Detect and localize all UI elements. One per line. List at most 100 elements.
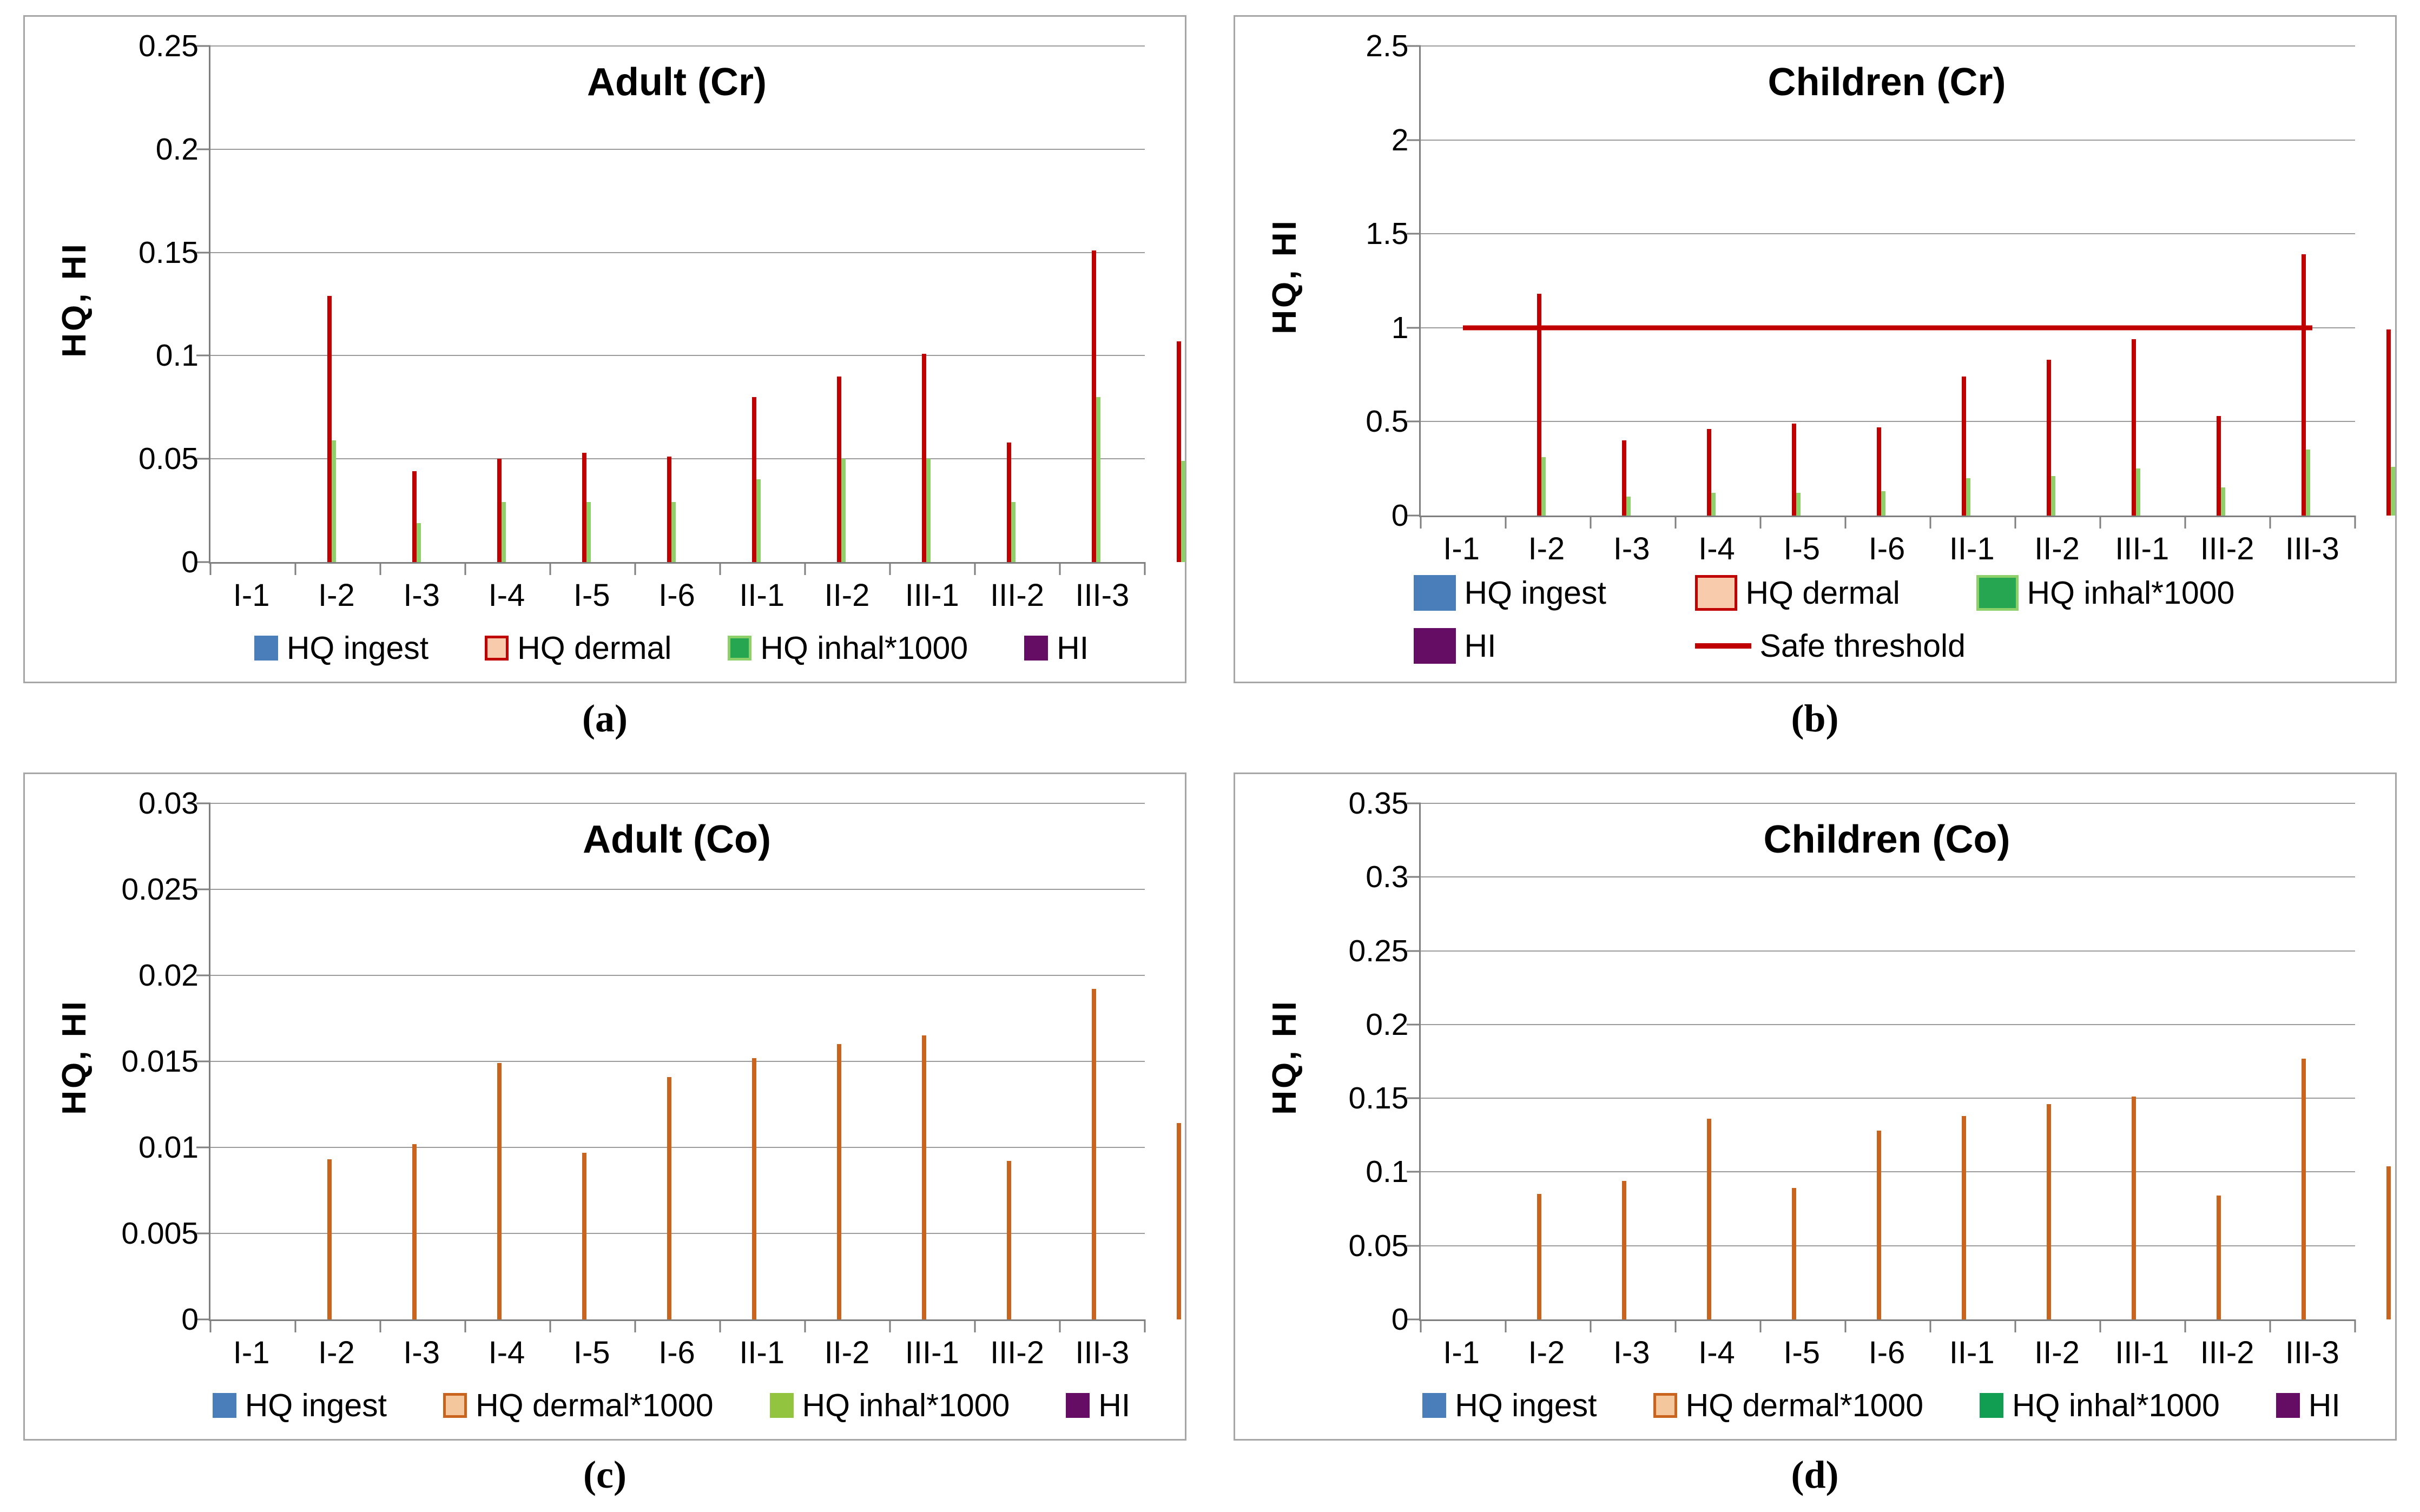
bar-group-I-2 [295,803,529,1319]
panel-caption-c: (c) [583,1452,627,1496]
legend-entry-hq-ingest: HQ ingest [254,630,428,666]
x-category-label-iii-2: III-2 [990,1335,1044,1370]
bar-group-III-3 [1060,803,1294,1319]
x-tick-mark [2354,1319,2356,1332]
threshold-line-swatch [1694,643,1751,649]
legend-label: Safe threshold [1759,628,1966,664]
x-category-label-i-2: I-2 [318,578,355,613]
legend-entry-hi: HI [2276,1387,2340,1424]
y-tick-mark [196,1146,210,1148]
x-tick-mark [889,1319,891,1332]
bar-group-II-2 [2015,803,2249,1319]
y-tick-mark [1406,45,1421,47]
x-tick-mark [804,562,806,575]
x-category-label-i-3: I-3 [1613,531,1650,566]
legend-entry-hq-dermal: HQ dermal [485,630,671,666]
y-tick-label: 0.1 [1366,1154,1409,1190]
bar-group-II-1 [1930,46,2164,516]
y-tick-label: 2.5 [1366,29,1409,63]
bar-hq-dermal [1537,294,1542,516]
x-tick-mark [1505,1319,1506,1332]
legend-entry-hi: HI [1413,628,1695,664]
x-category-label-iii-1: III-1 [905,1335,959,1370]
x-tick-mark [1505,516,1506,529]
y-tick-label: 0.25 [139,29,199,63]
x-category-label-iii-3: III-3 [2285,1335,2339,1370]
bar-group-III-2 [975,803,1209,1319]
y-tick-label: 0.15 [1348,1081,1409,1116]
x-tick-mark [889,562,891,575]
legend-entry-hq-inhal-1000: HQ inhal*1000 [1980,1387,2220,1424]
bar-hq-dermal [1006,442,1011,562]
legend-swatch [1980,1393,2004,1418]
bar-hq-dermal-1000 [1537,1194,1542,1319]
y-tick-mark [196,561,210,563]
bar-hq-dermal [1091,250,1096,562]
x-category-label-ii-2: II-2 [824,1335,870,1370]
bar-hq-dermal [2217,415,2221,516]
x-tick-mark [1420,1319,1421,1332]
x-tick-mark [2269,1319,2271,1332]
x-tick-mark [974,562,976,575]
cell-b: Children (Cr) HQ, HI 0 0.5 1 1.5 2 2.5 I-1 I-2 I-3… [1210,0,2420,757]
y-tick-label: 0 [1391,498,1409,533]
bar-hq-dermal-1000 [2217,1196,2221,1319]
bar-hq-inhal-1000 [1881,491,1886,516]
x-tick-mark [2014,1319,2016,1332]
y-tick-mark [196,802,210,804]
bar-group-II-2 [805,46,1039,562]
x-tick-mark [209,562,212,575]
bar-hq-inhal-1000 [671,502,676,562]
bar-group-I-3 [1591,46,1824,516]
y-axis-title: HQ, HI [56,999,93,1115]
x-category-label-i-4: I-4 [488,1335,525,1370]
bar-group-I-3 [1591,803,1824,1319]
bar-hq-inhal-1000 [331,440,336,562]
chart-panel-adult-co: Adult (Co) HQ, HI 0 0.005 0.01 0.015 0.02 0.025… [23,772,1186,1441]
y-tick-mark [196,974,210,976]
y-tick-mark [1406,514,1421,517]
bar-group-II-2 [805,803,1039,1319]
gridline [210,458,1145,460]
legend-entry-hq-dermal-1000: HQ dermal*1000 [443,1387,714,1424]
gridline [1420,1171,2355,1173]
x-tick-mark [974,1319,976,1332]
bar-hq-dermal-1000 [751,1058,756,1319]
x-category-label-i-4: I-4 [1698,531,1735,566]
bar-hq-inhal-1000 [841,459,846,562]
bar-hq-inhal-1000 [1626,497,1631,516]
legend-swatch [485,636,509,661]
y-tick-mark [1406,1171,1421,1173]
bar-group-I-3 [380,803,614,1319]
x-category-label-ii-2: II-2 [2034,1335,2080,1370]
x-tick-mark [2354,516,2356,529]
y-tick-label: 1 [1391,310,1409,345]
y-tick-label: 0.015 [121,1044,199,1079]
y-tick-mark [1406,802,1421,804]
bar-hq-dermal [582,452,586,562]
x-tick-mark [2184,516,2186,529]
bar-group-III-2 [975,46,1209,562]
bar-group-III-1 [2100,803,2334,1319]
x-category-label-i-4: I-4 [488,578,525,613]
x-category-label-i-5: I-5 [573,1335,610,1370]
x-tick-mark [1590,516,1591,529]
y-tick-label: 0.02 [139,958,199,993]
y-tick-label: 0.3 [1366,860,1409,895]
bar-hq-dermal [921,353,926,562]
x-category-label-i-1: I-1 [233,1335,270,1370]
x-tick-mark [2269,516,2271,529]
y-tick-mark [1406,950,1421,952]
x-tick-mark [1929,1319,1931,1332]
gridline [1420,876,2355,878]
x-category-label-i-5: I-5 [1783,531,1821,566]
legend: HQ ingest HQ dermal*1000 HQ inhal*1000 HI [41,1373,1161,1429]
y-tick-label: 0.5 [1366,404,1409,439]
x-category-label-iii-1: III-1 [2115,531,2170,566]
x-tick-mark [1674,516,1676,529]
bar-hq-dermal [836,376,841,562]
x-tick-mark [1674,1319,1676,1332]
y-tick-mark [196,45,210,47]
legend-entry-hq-ingest: HQ ingest [1422,1387,1597,1424]
y-tick-mark [196,888,210,890]
